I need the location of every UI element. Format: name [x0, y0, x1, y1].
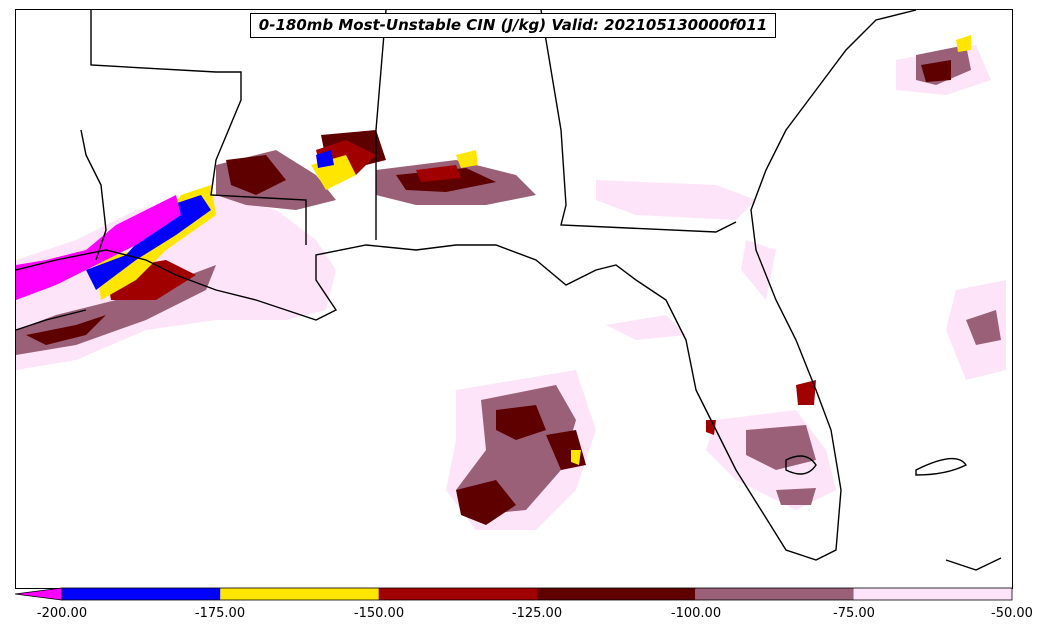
- map-canvas: [16, 10, 1006, 571]
- colorbar-swatch: [695, 588, 854, 600]
- colorbar-tick-label: -175.00: [194, 606, 246, 621]
- map-title: 0-180mb Most-Unstable CIN (J/kg) Valid: …: [250, 13, 776, 38]
- colorbar-tick-label: -100.00: [670, 606, 722, 621]
- colorbar-tick-label: -150.00: [353, 606, 405, 621]
- colorbar-tick-label: -200.00: [36, 606, 88, 621]
- cin-shade-magenta: [16, 195, 181, 300]
- colorbar-swatch: [853, 588, 1012, 600]
- colorbar-swatch: [378, 588, 537, 600]
- colorbar-tick-label: -50.00: [991, 606, 1033, 621]
- colorbar-outline: [61, 587, 1013, 601]
- colorbar-tick-label: -125.00: [511, 606, 563, 621]
- colorbar-swatch: [537, 588, 696, 600]
- colorbar-tick-label: -75.00: [833, 606, 875, 621]
- cin-shade-blue: [86, 150, 334, 290]
- map-borders: [16, 10, 1002, 571]
- colorbar: [14, 587, 1013, 601]
- colorbar-extend-arrow: [14, 587, 63, 601]
- colorbar-swatch: [62, 588, 221, 600]
- colorbar-swatch: [220, 588, 379, 600]
- map-panel: [15, 9, 1013, 589]
